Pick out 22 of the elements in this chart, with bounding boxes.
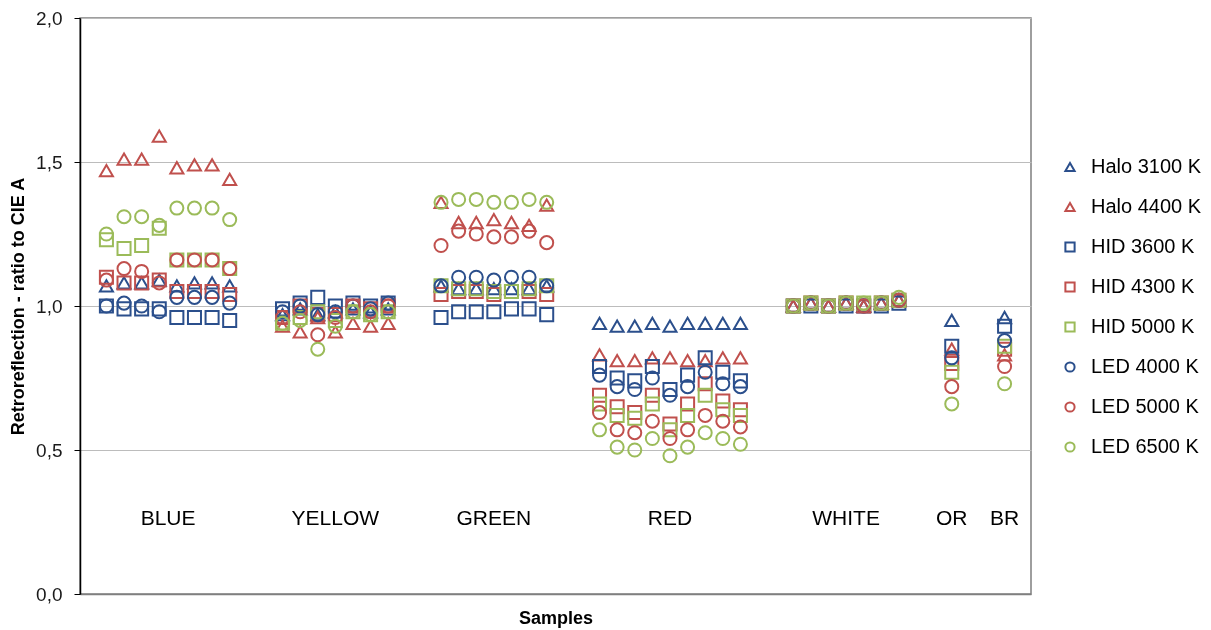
annotation: OR bbox=[936, 506, 968, 530]
legend-label: LED 5000 K bbox=[1091, 395, 1200, 417]
y-tick-label: 0,5 bbox=[36, 439, 63, 461]
y-tick-label: 2,0 bbox=[36, 7, 63, 29]
y-tick-label: 1,0 bbox=[36, 295, 63, 317]
y-tick-label: 0,0 bbox=[36, 583, 63, 605]
legend-label: Halo 4400 K bbox=[1091, 195, 1202, 217]
legend-label: HID 3600 K bbox=[1091, 235, 1196, 257]
legend-label: LED 4000 K bbox=[1091, 355, 1200, 377]
y-axis-title: Retroreflection - ratio to CIE A bbox=[8, 177, 29, 436]
annotation: GREEN bbox=[456, 506, 532, 530]
annotation: YELLOW bbox=[291, 506, 380, 530]
annotation: WHITE bbox=[812, 506, 880, 530]
y-tick-label: 1,5 bbox=[36, 151, 63, 173]
legend-label: HID 5000 K bbox=[1091, 315, 1196, 337]
annotation: RED bbox=[647, 506, 693, 530]
annotation: BR bbox=[989, 506, 1020, 530]
annotation: BLUE bbox=[140, 506, 196, 530]
legend-label: LED 6500 K bbox=[1091, 435, 1200, 457]
x-axis-title: Samples bbox=[518, 607, 594, 628]
legend-label: Halo 3100 K bbox=[1091, 155, 1202, 177]
legend-label: HID 4300 K bbox=[1091, 275, 1196, 297]
